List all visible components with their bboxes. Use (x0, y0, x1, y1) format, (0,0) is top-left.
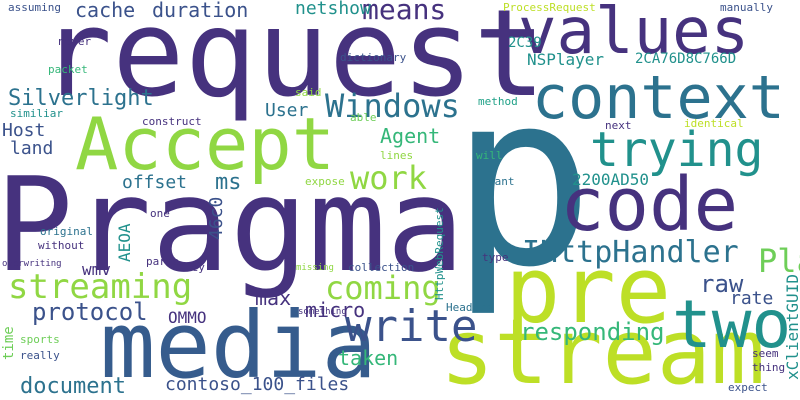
word-media: media (100, 292, 377, 399)
word-processrequest: ProcessRequest (503, 1, 596, 14)
word-original: original (40, 225, 93, 238)
word-able: able (350, 111, 377, 124)
word-will: will (476, 149, 503, 162)
word-nsplayer: NSPlayer (527, 50, 605, 69)
word-code: code (560, 162, 739, 248)
word-next: next (605, 119, 632, 132)
word-xclientguid: xClientGUID (783, 274, 800, 380)
word-collection: collection (348, 261, 415, 274)
word-p: p (450, 40, 595, 320)
word-lines: lines (380, 149, 414, 162)
word-work: work (350, 159, 428, 197)
word-means: means (362, 0, 447, 26)
word-accept: Accept (75, 102, 336, 186)
word-missing: missing (296, 263, 334, 273)
word-trying: trying (590, 122, 764, 178)
word-seem: seem (752, 347, 779, 360)
word-expect: expect (728, 381, 768, 394)
word-headers: Headers (446, 301, 493, 314)
word-protocol: protocol (32, 298, 148, 326)
word-something: something (298, 307, 347, 317)
word-raw: raw (700, 270, 744, 298)
word-write: write (345, 301, 478, 352)
word-expose: expose (305, 175, 345, 188)
word-key: key (185, 261, 205, 274)
word-player: Player (758, 242, 800, 280)
word-user: User (265, 100, 309, 121)
word-said: said (295, 86, 322, 99)
word-never: never (58, 35, 92, 48)
word-silverlight: Silverlight (8, 86, 154, 111)
word-hex3: 2200AD50 (572, 170, 650, 189)
word-pragma: Pragma (0, 149, 465, 301)
word-ms: ms (215, 170, 242, 195)
word-similiar: similiar (10, 107, 63, 120)
word-rate: rate (730, 288, 774, 309)
word-stream: stream (440, 300, 766, 400)
word-pre: pre (505, 237, 672, 344)
word-sports: sports (20, 333, 60, 346)
word-packet: packet (48, 63, 88, 76)
word-values: values (518, 0, 750, 69)
word-wmv: wmv (82, 260, 111, 279)
word-responding: responding (520, 318, 665, 346)
word-two: two (672, 286, 792, 363)
word-offset: offset (122, 172, 188, 193)
word-46c0: 46c0 (206, 196, 227, 240)
word-method: method (478, 95, 518, 108)
word-taken: taken (338, 346, 399, 370)
word-land: land (10, 138, 54, 159)
word-request: request (40, 0, 546, 124)
word-netshow: netshow (295, 0, 371, 19)
word-hex1: 2CA76D8C766D (635, 51, 737, 67)
word-parse: parse (146, 255, 180, 268)
word-hex2: 2C39 (508, 35, 542, 51)
word-duration: duration (152, 0, 249, 22)
word-really: really (20, 349, 60, 362)
word-windows: Windows (325, 87, 460, 125)
word-time: time (1, 326, 17, 360)
word-ihttphandler: IHttpHandler (522, 235, 739, 270)
word-ommo: OMMO (168, 308, 207, 327)
word-one: one (150, 207, 170, 220)
word-assuming: assuming (8, 1, 61, 14)
word-identical: identical (684, 117, 744, 130)
word-aeoa: AEOA (115, 223, 134, 262)
word-without: without (38, 239, 85, 252)
word-document: document (20, 374, 126, 399)
word-agent: Agent (380, 124, 441, 148)
word-context: context (532, 63, 785, 133)
word-want: want (488, 175, 515, 188)
word-max: max (255, 286, 292, 310)
word-micro: micro (305, 298, 366, 322)
word-contoso: contoso_100_files (165, 374, 350, 395)
word-coming: coming (325, 269, 441, 307)
word-thing: thing (752, 361, 786, 374)
word-streaming: streaming (8, 267, 193, 307)
word-type: type (482, 251, 509, 264)
word-cache: cache (75, 0, 136, 22)
word-secondary: secondary (234, 40, 247, 100)
word-overwriting: overwriting (2, 259, 62, 269)
word-manually: manually (720, 1, 773, 14)
word-httpwebrequest: HttpWebRequest (433, 207, 446, 300)
word-host: Host (2, 120, 46, 141)
word-construct: construct (142, 115, 202, 128)
word-dictionary: dictionary (340, 51, 407, 64)
